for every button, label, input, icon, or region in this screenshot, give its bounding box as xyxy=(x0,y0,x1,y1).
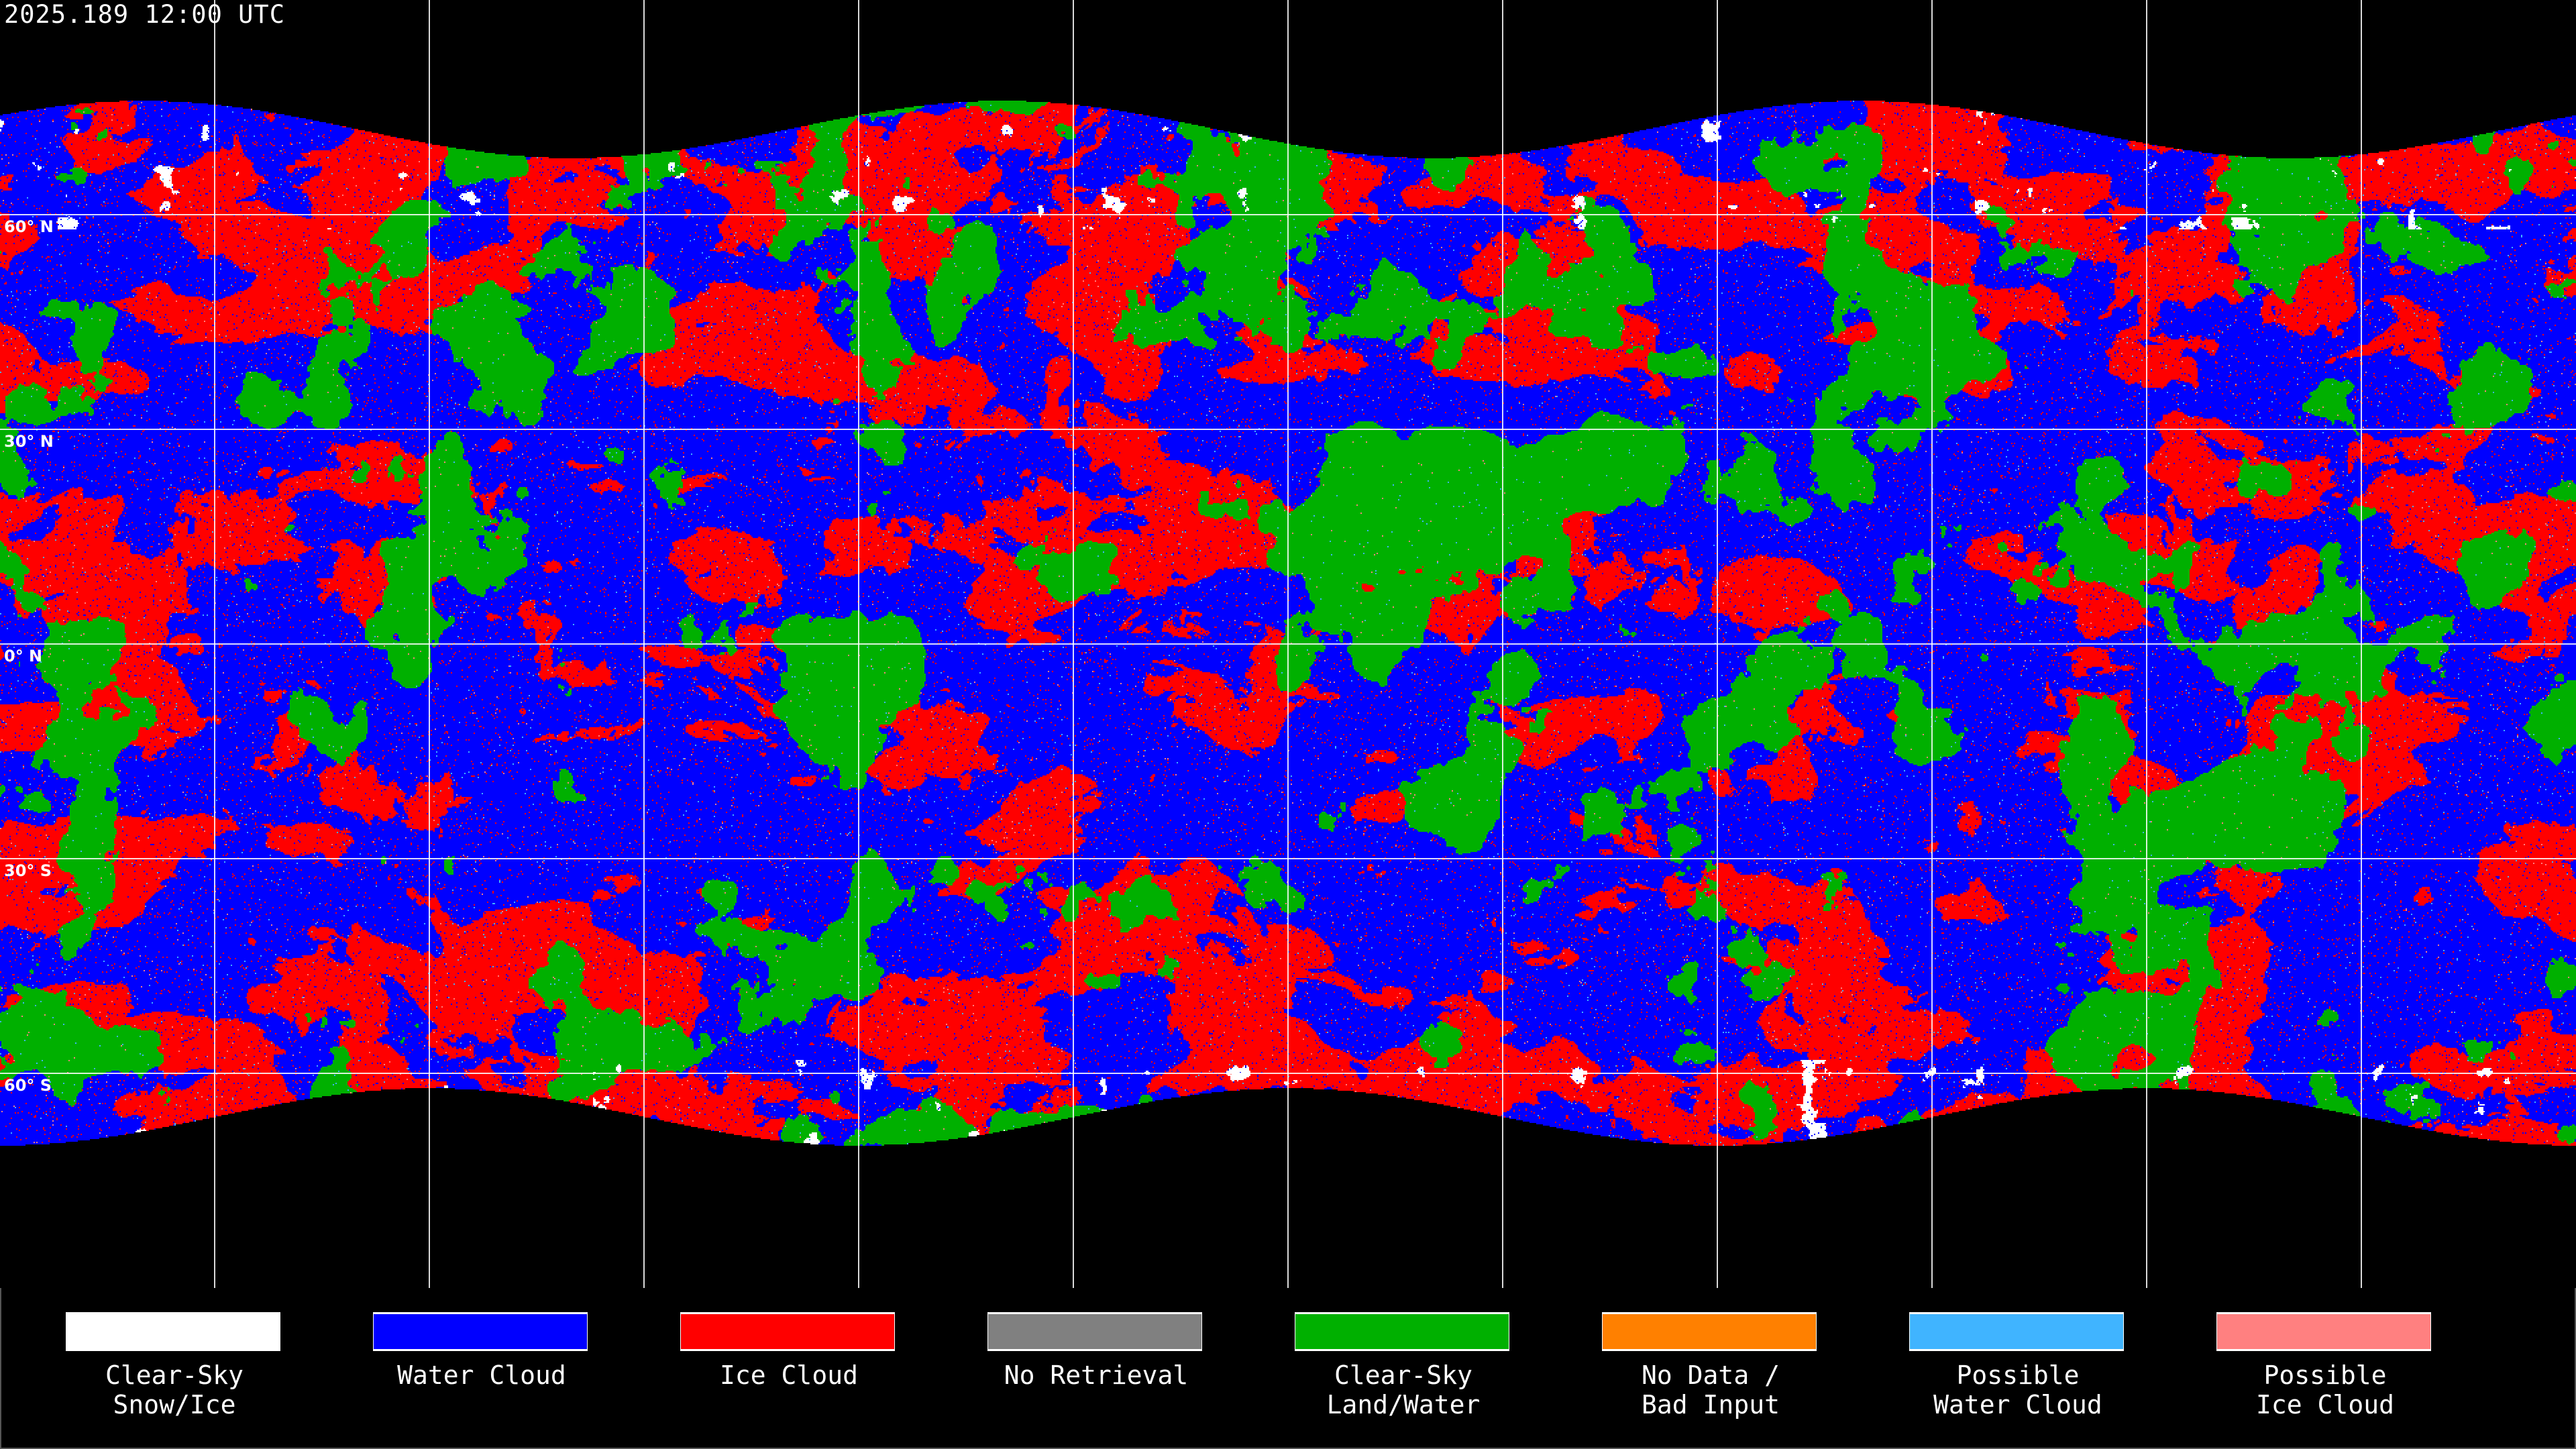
latitude-label: 60° S xyxy=(4,1076,52,1095)
legend-label: Clear-Sky Land/Water xyxy=(1326,1360,1481,1419)
legend-label: Ice Cloud xyxy=(720,1360,858,1390)
legend-swatch xyxy=(1602,1312,1817,1351)
legend-swatch xyxy=(1909,1312,2124,1351)
legend-swatch xyxy=(2216,1312,2431,1351)
timestamp-title: 2025.189 12:00 UTC xyxy=(4,0,285,29)
legend-item-no-data: No Data / Bad Input xyxy=(1602,1312,1819,1419)
graticule xyxy=(0,0,2576,1288)
legend-item-no-retrieval: No Retrieval xyxy=(987,1312,1205,1390)
legend-item-possible-ice-cloud: Possible Ice Cloud xyxy=(2216,1312,2434,1419)
legend-item-water-cloud: Water Cloud xyxy=(373,1312,590,1390)
latitude-label: 60° N xyxy=(4,217,54,236)
latitude-label: 30° S xyxy=(4,861,52,880)
latitude-label: 0° N xyxy=(4,647,43,665)
latitude-label: 30° N xyxy=(4,432,54,451)
legend-item-clear-sky-land-water: Clear-Sky Land/Water xyxy=(1295,1312,1512,1419)
legend-label: No Data / Bad Input xyxy=(1642,1360,1780,1419)
legend-label: Water Cloud xyxy=(397,1360,566,1390)
legend: Clear-Sky Snow/Ice Water Cloud Ice Cloud… xyxy=(0,1288,2576,1449)
legend-swatch xyxy=(66,1312,280,1351)
legend-swatch xyxy=(680,1312,895,1351)
legend-swatch xyxy=(1295,1312,1509,1351)
legend-label: Possible Ice Cloud xyxy=(2256,1360,2394,1419)
legend-label: Clear-Sky Snow/Ice xyxy=(105,1360,244,1419)
cloud-phase-map xyxy=(0,0,2576,1288)
legend-swatch xyxy=(987,1312,1202,1351)
legend-item-possible-water-cloud: Possible Water Cloud xyxy=(1909,1312,2127,1419)
legend-label: Possible Water Cloud xyxy=(1933,1360,2102,1419)
legend-item-ice-cloud: Ice Cloud xyxy=(680,1312,898,1390)
legend-item-clear-sky-snow-ice: Clear-Sky Snow/Ice xyxy=(66,1312,283,1419)
legend-label: No Retrieval xyxy=(1004,1360,1189,1390)
legend-swatch xyxy=(373,1312,588,1351)
